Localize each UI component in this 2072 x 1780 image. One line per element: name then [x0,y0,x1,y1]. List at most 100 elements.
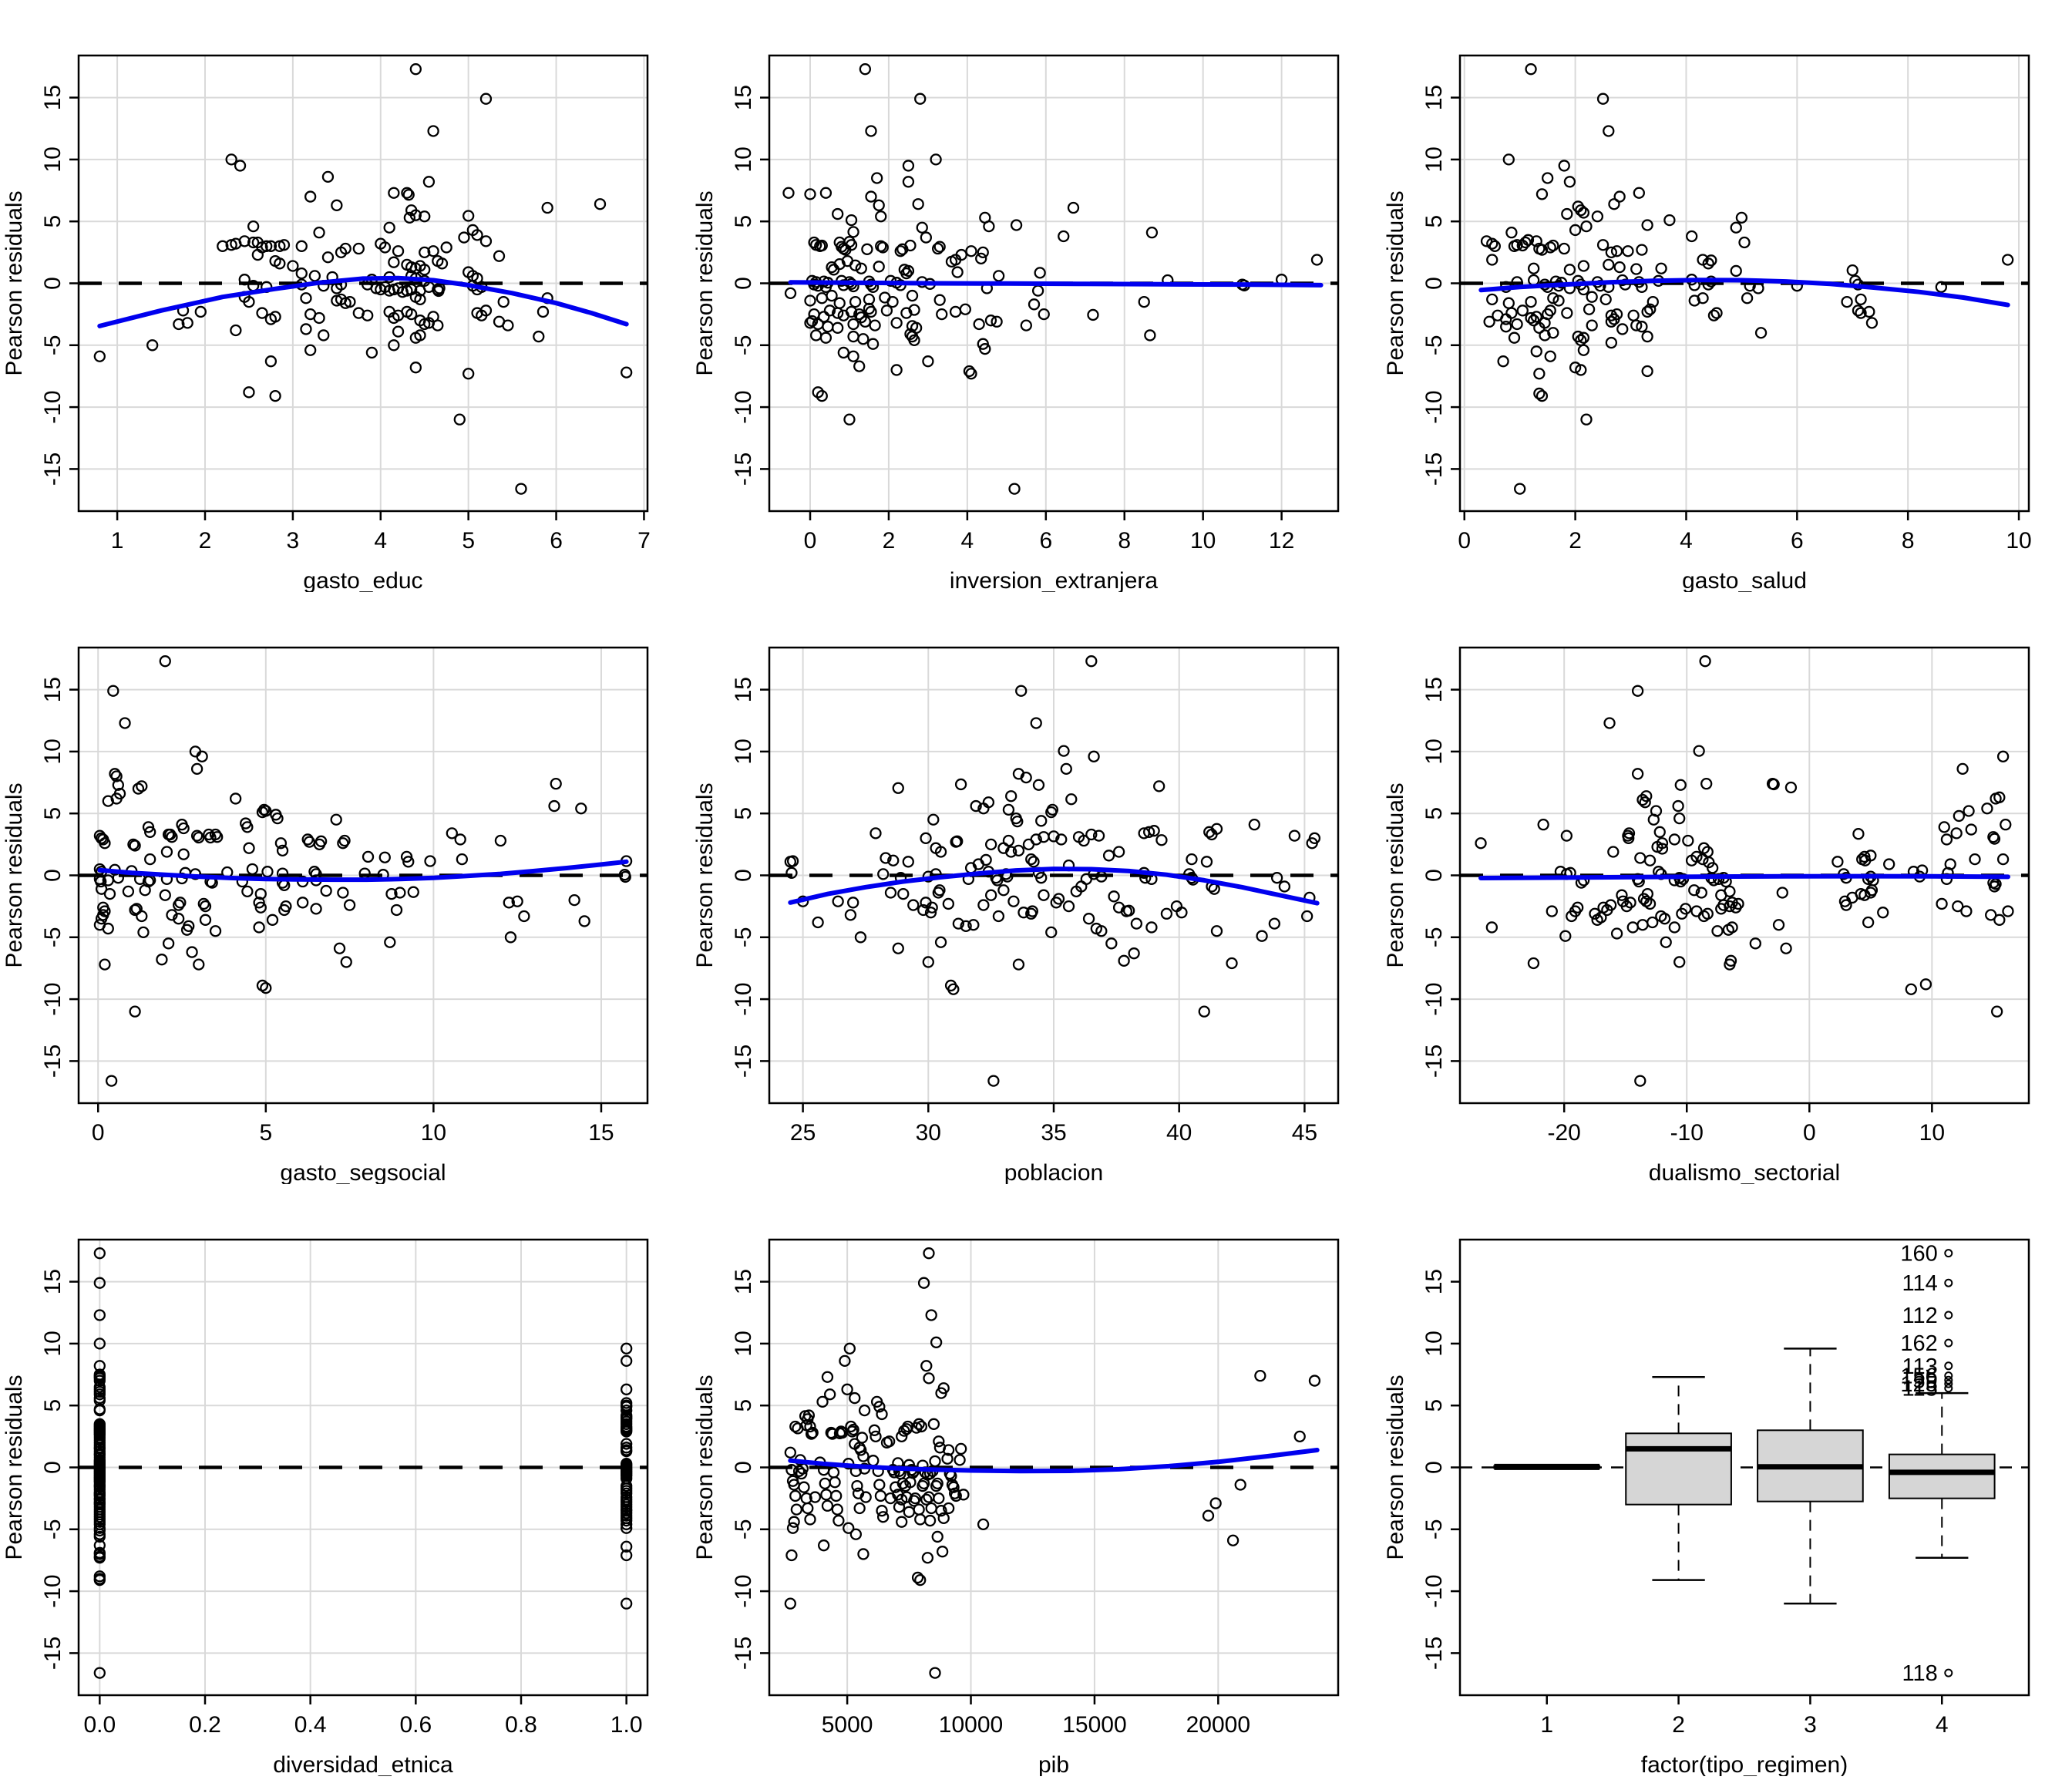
data-point [159,655,171,668]
data-point [1963,805,1975,817]
data-point [1203,826,1216,838]
data-point [1668,921,1680,934]
data-point [991,874,1004,887]
data-point [1990,1005,2003,1018]
data-point [927,1418,940,1430]
data-point [1028,856,1040,868]
data-point [984,315,997,327]
data-point [388,339,400,352]
y-tick-label: -15 [1421,1045,1447,1078]
data-point [965,368,977,380]
data-point [471,229,483,241]
data-point [912,198,924,210]
data-point [873,261,885,273]
data-point [234,160,247,172]
data-point [1128,947,1140,960]
y-tick-label: 15 [1421,677,1447,702]
data-point [440,241,452,254]
data-point [934,936,947,948]
data-point [621,1597,633,1610]
data-point [1511,318,1523,331]
data-point [1877,907,1889,919]
data-point [883,1435,896,1448]
data-point [870,1430,882,1443]
data-point [847,1423,859,1436]
data-point [902,176,915,188]
data-point [1486,254,1498,266]
data-point [1143,826,1155,838]
y-tick-label: 0 [731,869,756,882]
data-point [785,1464,798,1476]
outlier-label: 125 [1900,1372,1937,1397]
data-point [1663,214,1676,227]
data-point [177,822,190,835]
data-point [1940,873,1953,885]
data-point [260,805,272,817]
data-point [456,853,469,866]
data-point [1616,895,1630,907]
data-point [337,887,349,899]
data-point [931,1530,944,1543]
data-point [1088,750,1100,762]
data-point [1530,345,1542,358]
data-point [933,241,946,253]
data-point [313,311,325,325]
data-point [1690,905,1703,917]
data-point [1547,327,1559,339]
data-point [1301,910,1314,923]
data-point [812,916,824,929]
data-point [1695,887,1707,899]
data-point [1486,237,1498,250]
data-point [261,866,274,878]
data-point [1497,355,1509,368]
y-tick-label: 10 [1421,1331,1447,1356]
panel-gasto_segsocial: 0 5 10 15 -15 -10 -5 0 5 10 15 gasto_segsocial Pears… [0,592,691,1186]
data-point [920,1493,933,1506]
data-point [837,346,849,359]
data-point [1644,303,1657,315]
data-point [991,315,1003,328]
panel-svg-diversidad_etnica: 0.0 0.2 0.4 0.6 0.8 1.0 -15 -10 -5 0 5 10 15 diversid… [2,1238,649,1778]
data-point [144,853,156,866]
data-point [247,236,260,249]
data-point [1025,853,1038,866]
data-point [832,307,844,319]
data-point [786,855,799,867]
data-point [844,909,857,921]
x-tick-label: 8 [1118,528,1131,554]
data-point [914,1513,927,1526]
data-point [1981,803,1993,815]
data-point [960,920,972,932]
data-point [923,1491,935,1503]
data-point [497,295,510,308]
data-point [1607,846,1620,858]
data-point [1078,834,1090,847]
data-point [300,323,312,335]
data-point [243,842,255,854]
data-point [1603,125,1615,137]
y-tick-label: 0 [731,1461,756,1474]
x-tick-label: 15 [588,1120,614,1146]
data-point [843,1342,856,1354]
data-point [923,1372,935,1385]
outlier-point [1944,1371,1953,1381]
data-point [409,209,422,221]
data-point [979,342,991,355]
data-point [190,762,204,776]
data-point [1007,895,1020,907]
y-tick-label: 5 [731,807,756,820]
data-point [110,770,123,782]
y-tick-label: 0 [40,277,66,290]
data-point [122,885,135,898]
data-point [963,365,976,378]
panel-gasto_salud: 0 2 4 6 8 10 -15 -10 -5 0 5 10 15 gasto_salud Pearson … [1381,0,2072,594]
panel-dualismo_sectorial: -20 -10 0 10 -15 -10 -5 0 5 10 15 dualismo_sectoria… [1381,592,2072,1186]
data-point [833,297,846,309]
data-point [365,346,378,359]
data-point [287,260,299,272]
data-point [1965,823,1977,836]
data-point [241,885,254,898]
data-point [504,931,517,944]
data-point [950,1489,962,1502]
data-point [1655,262,1667,274]
